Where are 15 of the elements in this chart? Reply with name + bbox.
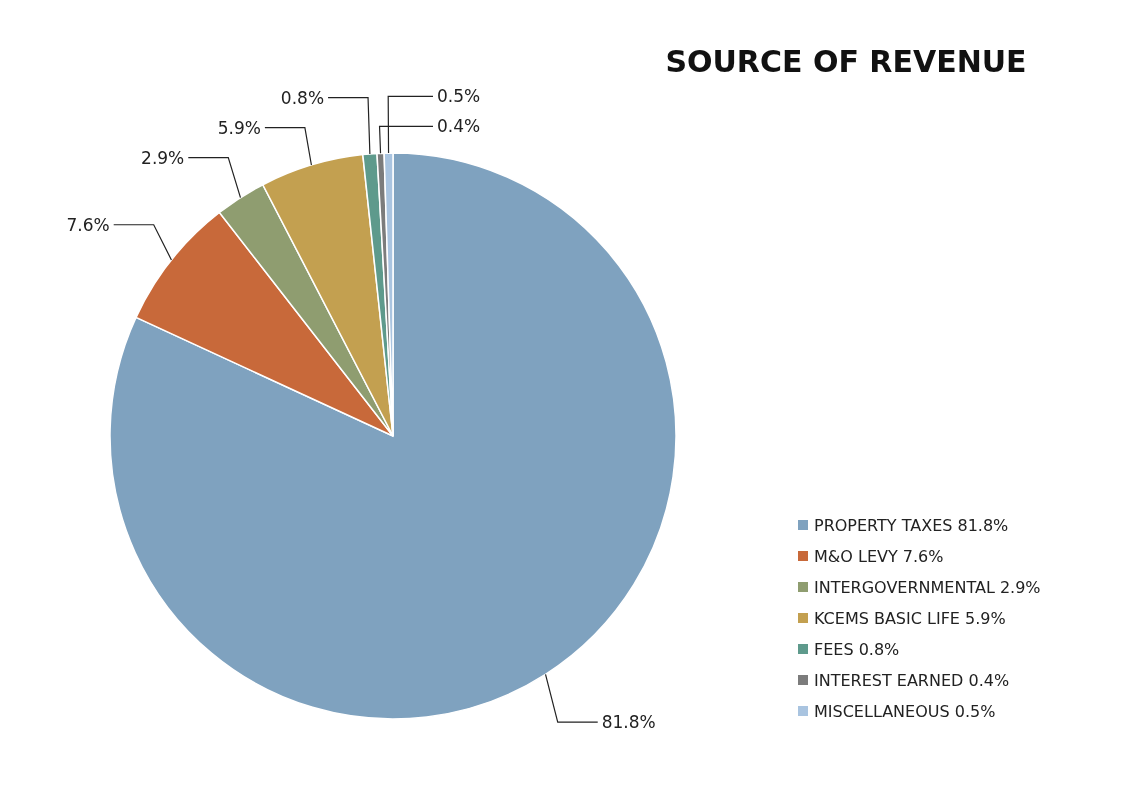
data-label: 2.9% <box>141 147 185 168</box>
legend-label: INTEREST EARNED 0.4% <box>814 670 1010 690</box>
legend-label: PROPERTY TAXES 81.8% <box>814 515 1009 535</box>
data-label: 0.4% <box>437 116 481 137</box>
data-label: 0.5% <box>437 86 481 107</box>
legend-label: M&O LEVY 7.6% <box>814 546 944 566</box>
legend-label: KCEMS BASIC LIFE 5.9% <box>814 608 1006 628</box>
data-label: 7.6% <box>66 214 110 235</box>
legend-label: MISCELLANEOUS 0.5% <box>814 701 996 721</box>
data-label: 5.9% <box>217 117 261 138</box>
data-label: 81.8% <box>601 712 656 733</box>
data-label: 0.8% <box>280 87 325 108</box>
chart-title: SOURCE OF REVENUE <box>665 44 1027 79</box>
legend-label: FEES 0.8% <box>814 639 900 659</box>
legend-label: INTERGOVERNMENTAL 2.9% <box>814 577 1041 597</box>
